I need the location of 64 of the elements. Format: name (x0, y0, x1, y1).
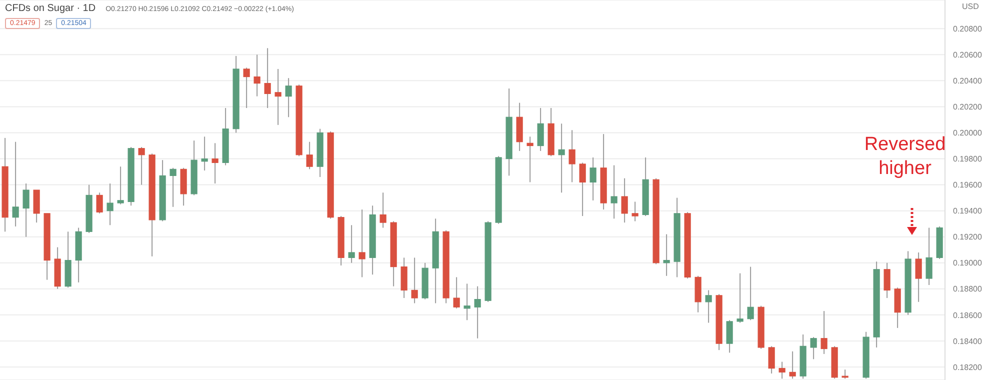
y-tick-label: 0.19800 (953, 154, 982, 164)
candlestick (474, 286, 481, 339)
candlestick (358, 209, 366, 278)
candlestick (201, 136, 208, 171)
candlestick (537, 108, 544, 152)
candlestick (243, 67, 250, 109)
candlestick (632, 201, 638, 222)
candlestick (138, 146, 145, 186)
y-tick-label: 0.18600 (953, 310, 982, 320)
candlestick (810, 336, 817, 360)
y-tick-label: 0.19600 (953, 180, 982, 190)
candlestick (117, 166, 124, 205)
y-tick-label: 0.18200 (953, 362, 982, 372)
y-tick-label: 0.20800 (953, 24, 982, 34)
candlestick (274, 68, 282, 126)
candlestick (558, 123, 565, 194)
candlestick (610, 164, 618, 220)
y-tick-label: 0.20400 (953, 76, 982, 86)
candlestick (820, 310, 828, 354)
candlestick (926, 227, 932, 286)
candlestick (453, 276, 460, 309)
y-tick-label: 0.18800 (953, 284, 982, 294)
candlestick (663, 234, 670, 276)
candlestick (212, 142, 218, 184)
candlestick (254, 54, 260, 97)
candlestick (526, 136, 534, 183)
candlestick (464, 283, 470, 321)
candlestick (705, 290, 712, 324)
candlestick (411, 257, 418, 304)
candlestick (306, 141, 313, 170)
candlestick (915, 252, 922, 302)
annotation: Reversed higher (864, 134, 946, 179)
candlestick (789, 350, 796, 380)
candlestick (621, 178, 628, 224)
candlestick (726, 320, 733, 354)
candlestick (33, 190, 40, 224)
y-tick-label: 0.20600 (953, 50, 982, 60)
candlestick (568, 130, 576, 183)
y-tick-label: 0.19200 (953, 232, 982, 242)
y-tick-label: 0.20200 (953, 102, 982, 112)
candlestick (590, 156, 596, 201)
candlestick (778, 361, 786, 380)
candlestick (285, 78, 292, 118)
candlestick (106, 182, 114, 226)
candlestick (747, 266, 754, 321)
candlestick (884, 262, 890, 299)
chart-title: CFDs on Sugar · 1D (5, 3, 96, 14)
candlestick (348, 224, 355, 264)
candlestick (579, 162, 586, 217)
y-axis-title: USD (962, 2, 979, 11)
candlestick (400, 257, 408, 299)
candlestick (12, 141, 19, 227)
candlestick (96, 192, 103, 214)
candlestick (264, 48, 271, 109)
y-tick-label: 0.18400 (953, 336, 982, 346)
candlestick (768, 346, 775, 374)
candlestick (22, 182, 30, 238)
candlestick (170, 167, 176, 208)
candlestick (736, 272, 744, 324)
y-tick-label: 0.20000 (953, 128, 982, 138)
y-tick-label: 0.19400 (953, 206, 982, 216)
candlestick (380, 192, 386, 228)
candlestick (894, 287, 901, 328)
y-tick-label: 0.19000 (953, 258, 982, 268)
